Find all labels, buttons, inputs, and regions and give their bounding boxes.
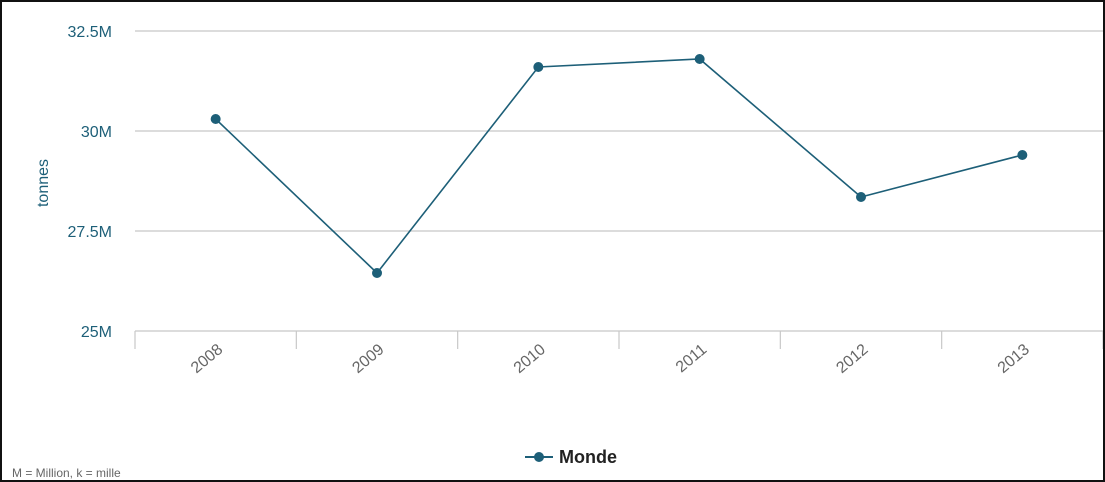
y-tick-label: 25M [81,324,112,341]
legend-label: Monde [559,447,617,467]
axis-layer: 25M 27.5M 30M 32.5M 2008 2009 2010 2011 2012 2013 [68,24,1103,377]
legend[interactable]: Monde [525,447,617,467]
data-point[interactable] [856,192,866,202]
legend-marker-icon [534,452,544,462]
y-tick-label: 32.5M [68,24,112,41]
data-point[interactable] [533,62,543,72]
data-point[interactable] [372,268,382,278]
series-line-monde [216,59,1023,273]
series-layer [211,54,1028,278]
y-axis-title: tonnes [35,159,52,207]
x-tick-label: 2011 [673,341,710,376]
data-point[interactable] [1017,150,1027,160]
x-tick-label: 2010 [511,341,549,377]
x-tick-label: 2009 [349,341,387,377]
x-tick-label: 2013 [995,341,1033,377]
data-point[interactable] [695,54,705,64]
y-tick-label: 27.5M [68,224,112,241]
x-tick-label: 2008 [188,341,226,377]
footnote: M = Million, k = mille [12,466,121,480]
y-tick-label: 30M [81,124,112,141]
x-tick-label: 2012 [833,341,871,377]
data-point[interactable] [211,114,221,124]
